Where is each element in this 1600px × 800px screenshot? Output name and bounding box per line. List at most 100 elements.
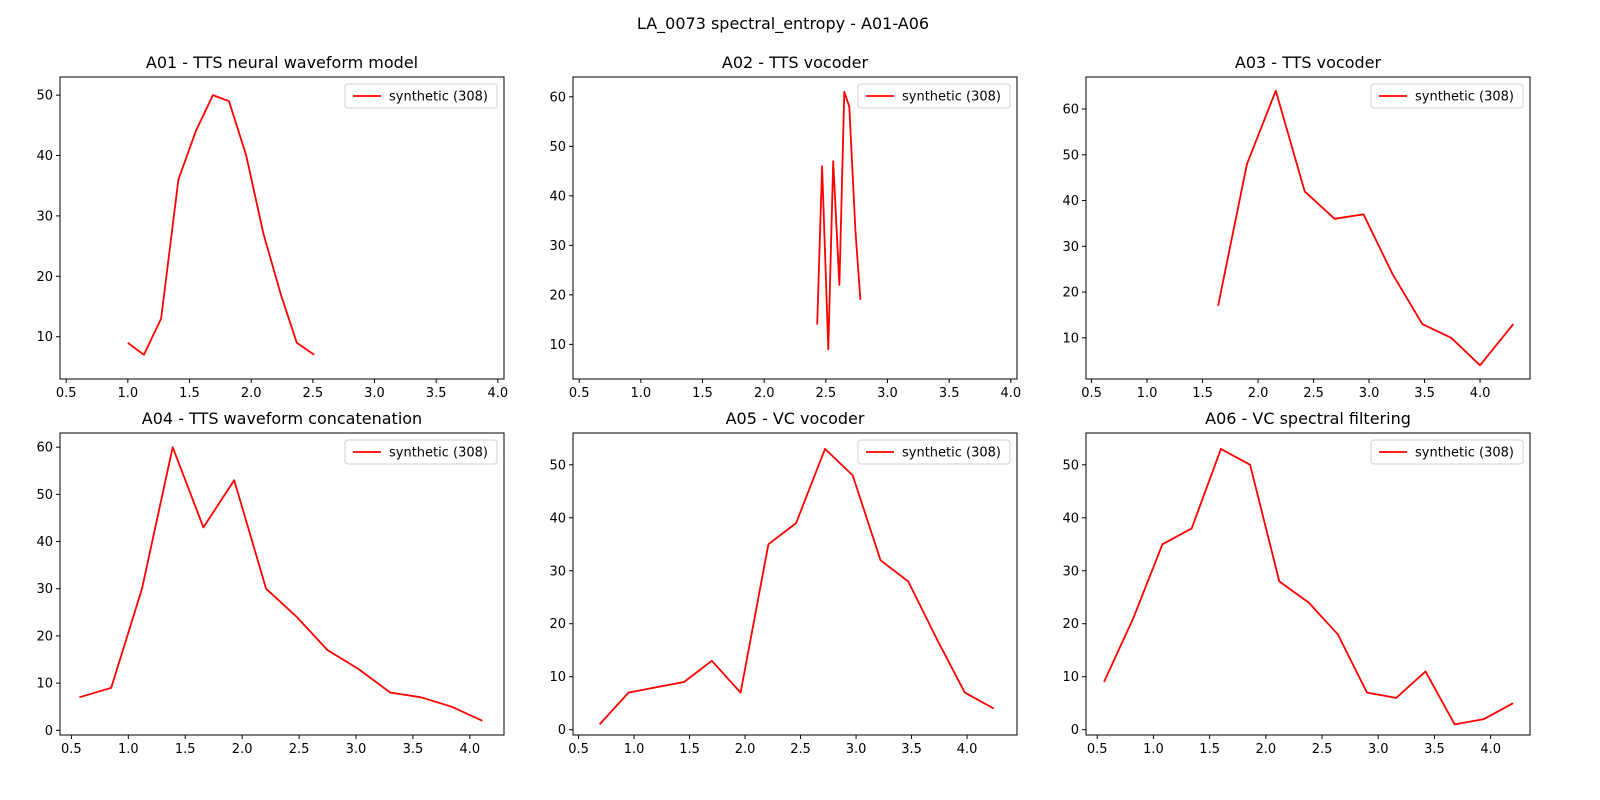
legend: synthetic (308) bbox=[1370, 83, 1524, 109]
x-tick-label: 3.0 bbox=[1368, 742, 1389, 757]
x-tick-label: 2.5 bbox=[815, 386, 836, 401]
x-tick-label: 3.5 bbox=[939, 386, 960, 401]
plot-frame bbox=[59, 432, 505, 736]
legend-label: synthetic (308) bbox=[1415, 446, 1514, 461]
subplot-6: A06 - VC spectral filtering 0.5 1.0 1.5 2.0 2… bbox=[1062, 409, 1531, 757]
legend-label: synthetic (308) bbox=[1415, 90, 1514, 105]
x-tick-label: 2.5 bbox=[1303, 386, 1324, 401]
y-tick-label: 50 bbox=[1062, 148, 1079, 163]
y-tick-label: 20 bbox=[549, 617, 566, 632]
legend-box bbox=[1370, 439, 1524, 465]
subplot-grid: A01 - TTS neural waveform model 0.5 1.0 1.5… bbox=[36, 53, 1531, 757]
x-tick-label: 1.5 bbox=[1199, 742, 1220, 757]
x-tick-label: 3.5 bbox=[403, 742, 424, 757]
legend: synthetic (308) bbox=[857, 439, 1011, 465]
plot-frame bbox=[572, 76, 1018, 380]
legend: synthetic (308) bbox=[344, 439, 498, 465]
series-line bbox=[1217, 89, 1515, 367]
series-line bbox=[598, 447, 995, 726]
y-tick-label: 0 bbox=[1071, 723, 1079, 738]
x-tick-label: 0.5 bbox=[56, 386, 77, 401]
x-tick-label: 0.5 bbox=[568, 742, 589, 757]
legend-label: synthetic (308) bbox=[902, 446, 1001, 461]
y-tick-label: 30 bbox=[36, 209, 53, 224]
y-tick-label: 30 bbox=[36, 582, 53, 597]
y-tick-label: 20 bbox=[1062, 617, 1079, 632]
x-tick-label: 2.5 bbox=[790, 742, 811, 757]
x-tick-label: 1.0 bbox=[1137, 386, 1158, 401]
plot-frame bbox=[1085, 432, 1531, 736]
x-tick-label: 3.0 bbox=[846, 742, 867, 757]
y-tick-label: 20 bbox=[1062, 286, 1079, 301]
plot-frame bbox=[572, 432, 1018, 736]
x-tick-label: 3.0 bbox=[877, 386, 898, 401]
x-tick-label: 1.5 bbox=[692, 386, 713, 401]
y-tick-label: 20 bbox=[36, 270, 53, 285]
x-tick-label: 2.0 bbox=[241, 386, 262, 401]
y-tick-label: 10 bbox=[1062, 670, 1079, 685]
x-tick-label: 2.0 bbox=[1248, 386, 1269, 401]
x-tick-label: 1.0 bbox=[118, 742, 139, 757]
plot-frame bbox=[59, 76, 505, 380]
x-tick-label: 3.0 bbox=[364, 386, 385, 401]
y-tick-label: 40 bbox=[36, 535, 53, 550]
x-tick-label: 0.5 bbox=[1081, 386, 1102, 401]
y-tick-label: 10 bbox=[1062, 331, 1079, 346]
y-tick-label: 10 bbox=[549, 338, 566, 353]
subplot-title: A06 - VC spectral filtering bbox=[1205, 409, 1411, 428]
x-tick-label: 1.5 bbox=[679, 742, 700, 757]
y-tick-label: 10 bbox=[36, 330, 53, 345]
subplot-1: A01 - TTS neural waveform model 0.5 1.0 1.5… bbox=[36, 53, 508, 401]
legend-box bbox=[344, 83, 498, 109]
y-tick-label: 30 bbox=[549, 239, 566, 254]
subplot-title: A05 - VC vocoder bbox=[726, 409, 865, 428]
x-tick-label: 2.5 bbox=[302, 386, 323, 401]
y-tick-label: 40 bbox=[549, 511, 566, 526]
legend: synthetic (308) bbox=[344, 83, 498, 109]
y-tick-label: 50 bbox=[36, 89, 53, 104]
subplot-title: A03 - TTS vocoder bbox=[1235, 53, 1382, 72]
x-tick-label: 4.0 bbox=[487, 386, 508, 401]
y-tick-label: 40 bbox=[1062, 194, 1079, 209]
subplot-5: A05 - VC vocoder 0.5 1.0 1.5 2.0 2.5 3.0 3.5 4.0… bbox=[549, 409, 1018, 757]
y-tick-label: 20 bbox=[36, 629, 53, 644]
x-tick-label: 1.5 bbox=[175, 742, 196, 757]
legend-box bbox=[857, 83, 1011, 109]
y-tick-label: 30 bbox=[1062, 564, 1079, 579]
y-tick-label: 0 bbox=[558, 723, 566, 738]
figure-suptitle: LA_0073 spectral_entropy - A01-A06 bbox=[637, 14, 929, 34]
x-tick-label: 2.0 bbox=[232, 742, 253, 757]
y-tick-label: 0 bbox=[45, 724, 53, 739]
subplot-3: A03 - TTS vocoder 0.5 1.0 1.5 2.0 2.5 3.0 3.5 4.… bbox=[1062, 53, 1531, 401]
x-tick-label: 4.0 bbox=[1470, 386, 1491, 401]
y-tick-label: 30 bbox=[549, 564, 566, 579]
subplot-4: A04 - TTS waveform concatenation 0.5 1.0 1.… bbox=[36, 409, 505, 757]
x-tick-label: 1.5 bbox=[179, 386, 200, 401]
y-tick-label: 60 bbox=[549, 90, 566, 105]
x-tick-label: 1.0 bbox=[117, 386, 138, 401]
x-tick-label: 1.0 bbox=[630, 386, 651, 401]
legend-label: synthetic (308) bbox=[389, 446, 488, 461]
series-line bbox=[79, 446, 483, 722]
legend-label: synthetic (308) bbox=[389, 90, 488, 105]
x-tick-label: 2.0 bbox=[1256, 742, 1277, 757]
x-tick-label: 4.0 bbox=[460, 742, 481, 757]
x-tick-label: 1.5 bbox=[1192, 386, 1213, 401]
y-tick-label: 40 bbox=[549, 189, 566, 204]
x-tick-label: 2.0 bbox=[754, 386, 775, 401]
x-tick-label: 3.5 bbox=[1424, 742, 1445, 757]
series-line bbox=[1103, 447, 1514, 726]
subplot-title: A02 - TTS vocoder bbox=[722, 53, 869, 72]
x-tick-label: 4.0 bbox=[1000, 386, 1021, 401]
x-tick-label: 3.5 bbox=[426, 386, 447, 401]
y-tick-label: 10 bbox=[36, 677, 53, 692]
subplot-2: A02 - TTS vocoder 0.5 1.0 1.5 2.0 2.5 3.0 3.5 4.… bbox=[549, 53, 1021, 401]
y-tick-label: 50 bbox=[549, 140, 566, 155]
x-tick-label: 2.5 bbox=[1312, 742, 1333, 757]
y-tick-label: 50 bbox=[36, 488, 53, 503]
y-tick-label: 40 bbox=[36, 149, 53, 164]
y-tick-label: 60 bbox=[36, 441, 53, 456]
y-tick-label: 60 bbox=[1062, 103, 1079, 118]
x-tick-label: 0.5 bbox=[61, 742, 82, 757]
